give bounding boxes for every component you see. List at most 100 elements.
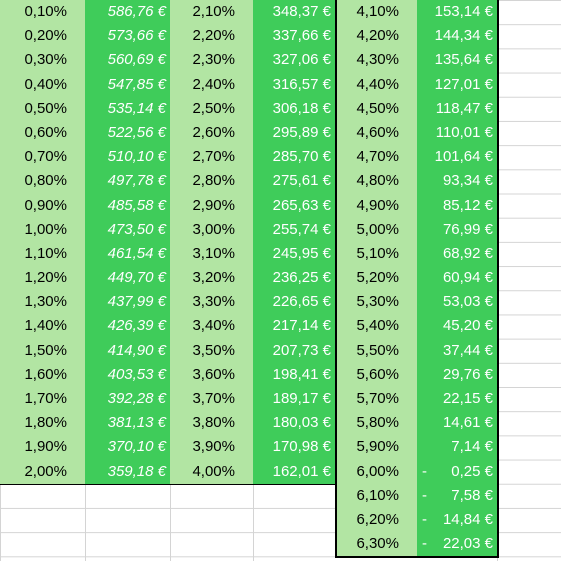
rate-cell[interactable]: 5,90% [337,435,417,460]
amount-cell[interactable]: 497,78 € [85,169,170,194]
amount-cell[interactable]: 370,10 € [85,435,170,460]
rate-cell[interactable]: 5,50% [337,338,417,363]
rate-cell[interactable]: 3,60% [170,362,253,387]
amount-cell[interactable]: 207,73 € [253,338,335,363]
amount-cell[interactable]: 381,13 € [85,411,170,436]
amount-cell[interactable]: 414,90 € [85,338,170,363]
amount-cell[interactable]: - 7,58 € [417,483,497,508]
rate-cell[interactable]: 4,00% [170,459,253,484]
rate-cell[interactable]: 0,30% [0,48,85,73]
amount-cell[interactable]: 180,03 € [253,411,335,436]
amount-cell[interactable]: 359,18 € [85,459,170,484]
rate-cell[interactable]: 5,70% [337,387,417,412]
amount-cell[interactable]: 135,64 € [417,48,497,73]
rate-cell[interactable]: 3,70% [170,387,253,412]
amount-cell[interactable]: 473,50 € [85,217,170,242]
rate-cell[interactable]: 0,60% [0,120,85,146]
amount-cell[interactable]: 60,94 € [417,266,497,291]
rate-cell[interactable]: 2,60% [170,120,253,146]
rate-cell[interactable]: 5,40% [337,314,417,339]
amount-cell[interactable]: 217,14 € [253,314,335,339]
rate-cell[interactable]: 5,60% [337,362,417,387]
rate-cell[interactable]: 1,10% [0,241,85,267]
amount-cell[interactable]: 7,14 € [417,435,497,460]
amount-cell[interactable]: 53,03 € [417,290,497,315]
rate-cell[interactable]: 1,80% [0,411,85,436]
rate-cell[interactable]: 5,20% [337,266,417,291]
rate-cell[interactable]: 4,70% [337,145,417,170]
rate-cell[interactable]: 3,50% [170,338,253,363]
amount-cell[interactable]: 76,99 € [417,217,497,242]
rate-cell[interactable]: 3,20% [170,266,253,291]
rate-cell[interactable]: 0,10% [0,0,85,25]
amount-cell[interactable]: 226,65 € [253,290,335,315]
rate-cell[interactable]: 3,00% [170,217,253,242]
rate-cell[interactable]: 6,20% [337,507,417,533]
rate-cell[interactable]: 4,80% [337,169,417,194]
amount-cell[interactable]: 306,18 € [253,96,335,121]
amount-cell[interactable]: 573,66 € [85,24,170,49]
amount-cell[interactable]: 14,61 € [417,411,497,436]
rate-cell[interactable]: 3,10% [170,241,253,267]
rate-cell[interactable]: 2,90% [170,193,253,218]
rate-cell[interactable]: 5,10% [337,241,417,267]
amount-cell[interactable]: 189,17 € [253,387,335,412]
amount-cell[interactable]: 127,01 € [417,72,497,97]
amount-cell[interactable]: 426,39 € [85,314,170,339]
amount-cell[interactable]: 337,66 € [253,24,335,49]
amount-cell[interactable]: 85,12 € [417,193,497,218]
rate-cell[interactable]: 6,10% [337,483,417,508]
amount-cell[interactable]: 110,01 € [417,120,497,146]
rate-cell[interactable]: 4,30% [337,48,417,73]
rate-cell[interactable]: 1,60% [0,362,85,387]
amount-cell[interactable]: 392,28 € [85,387,170,412]
rate-cell[interactable]: 1,50% [0,338,85,363]
rate-cell[interactable]: 3,40% [170,314,253,339]
amount-cell[interactable]: 170,98 € [253,435,335,460]
amount-cell[interactable]: 285,70 € [253,145,335,170]
rate-cell[interactable]: 0,50% [0,96,85,121]
amount-cell[interactable]: 547,85 € [85,72,170,97]
amount-cell[interactable]: 37,44 € [417,338,497,363]
amount-cell[interactable]: 437,99 € [85,290,170,315]
rate-cell[interactable]: 0,40% [0,72,85,97]
amount-cell[interactable]: 22,15 € [417,387,497,412]
rate-cell[interactable]: 1,30% [0,290,85,315]
amount-cell[interactable]: 236,25 € [253,266,335,291]
amount-cell[interactable]: - 0,25 € [417,459,497,484]
rate-cell[interactable]: 2,10% [170,0,253,25]
amount-cell[interactable]: 118,47 € [417,96,497,121]
amount-cell[interactable]: 348,37 € [253,0,335,25]
amount-cell[interactable]: 535,14 € [85,96,170,121]
rate-cell[interactable]: 4,50% [337,96,417,121]
amount-cell[interactable]: 403,53 € [85,362,170,387]
amount-cell[interactable]: 93,34 € [417,169,497,194]
amount-cell[interactable]: 153,14 € [417,0,497,25]
amount-cell[interactable]: 449,70 € [85,266,170,291]
rate-cell[interactable]: 2,30% [170,48,253,73]
amount-cell[interactable]: -14,84 € [417,507,497,533]
rate-cell[interactable]: 2,40% [170,72,253,97]
rate-cell[interactable]: 1,70% [0,387,85,412]
rate-cell[interactable]: 6,00% [337,459,417,484]
rate-cell[interactable]: 4,20% [337,24,417,49]
amount-cell[interactable]: 510,10 € [85,145,170,170]
rate-cell[interactable]: 4,90% [337,193,417,218]
amount-cell[interactable]: 316,57 € [253,72,335,97]
rate-cell[interactable]: 1,90% [0,435,85,460]
amount-cell[interactable]: 198,41 € [253,362,335,387]
amount-cell[interactable]: 255,74 € [253,217,335,242]
rate-cell[interactable]: 5,30% [337,290,417,315]
amount-cell[interactable]: 327,06 € [253,48,335,73]
rate-cell[interactable]: 2,80% [170,169,253,194]
amount-cell[interactable]: 461,54 € [85,241,170,267]
rate-cell[interactable]: 2,70% [170,145,253,170]
rate-cell[interactable]: 4,10% [337,0,417,25]
rate-cell[interactable]: 4,60% [337,120,417,146]
rate-cell[interactable]: 6,30% [337,532,417,557]
amount-cell[interactable]: 68,92 € [417,241,497,267]
rate-cell[interactable]: 1,20% [0,266,85,291]
amount-cell[interactable]: 265,63 € [253,193,335,218]
rate-cell[interactable]: 5,80% [337,411,417,436]
rate-cell[interactable]: 2,00% [0,459,85,484]
